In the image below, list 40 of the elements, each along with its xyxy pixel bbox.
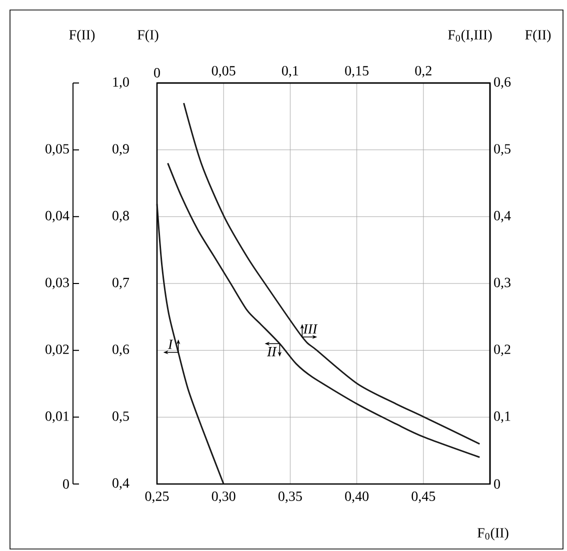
series-label: I	[168, 340, 174, 349]
x2-axis-title: F$_{0}$(I,III)	[448, 30, 492, 42]
x-tick-label: 0,40	[345, 492, 369, 503]
y2-tick-label: 0,2	[494, 344, 510, 356]
y-tick-label: 0,5	[112, 411, 129, 423]
y2-tick-label: 0,5	[494, 144, 510, 156]
y2-tick-label: 0,4	[494, 210, 511, 222]
y2-tick-label: 0,3	[494, 278, 510, 290]
x-tick-label: 0,30	[212, 492, 236, 503]
y-axis-title: F(I)	[138, 30, 158, 42]
y2-tick-label: 0,6	[494, 77, 511, 89]
x2-tick-label: 0,1	[282, 66, 298, 78]
y2-tick-label: 0	[494, 479, 500, 489]
y3-tick-label: 0,03	[46, 278, 69, 290]
x-tick-label: 0,35	[278, 492, 302, 503]
y3-tick-label: 0,01	[46, 411, 69, 423]
x-axis-title: F$_{0}$(II)	[477, 528, 508, 540]
y-tick-label: 0,4	[112, 478, 130, 490]
y3-tick-label: 0,02	[46, 344, 69, 356]
line-series	[183, 102, 480, 445]
y3-tick-label: 0,04	[46, 210, 70, 222]
y3-tick-label: 0,05	[46, 144, 69, 156]
y3-axis-title: F(II)	[69, 30, 95, 42]
x-tick-label: 0,45	[412, 492, 436, 503]
y-tick-label: 0,8	[112, 210, 129, 222]
line-series	[167, 162, 480, 458]
x2-tick-label: 0,05	[212, 66, 236, 78]
y-tick-label: 0,7	[112, 278, 130, 290]
y-tick-label: 1,0	[113, 77, 129, 89]
y-tick-label: 0,6	[112, 344, 130, 356]
x2-tick-label: 0,15	[345, 66, 369, 78]
series-label: II	[266, 347, 277, 356]
y3-tick-label: 0	[63, 479, 69, 489]
y2-tick-label: 0,1	[494, 411, 510, 423]
y2-axis-title: F(II)	[525, 30, 551, 42]
x2-tick-label: 0	[154, 68, 160, 78]
y-tick-label: 0,9	[112, 144, 129, 156]
series-label: III	[303, 324, 318, 334]
x2-tick-label: 0,2	[415, 66, 432, 78]
x-tick-label: 0,25	[145, 492, 169, 503]
